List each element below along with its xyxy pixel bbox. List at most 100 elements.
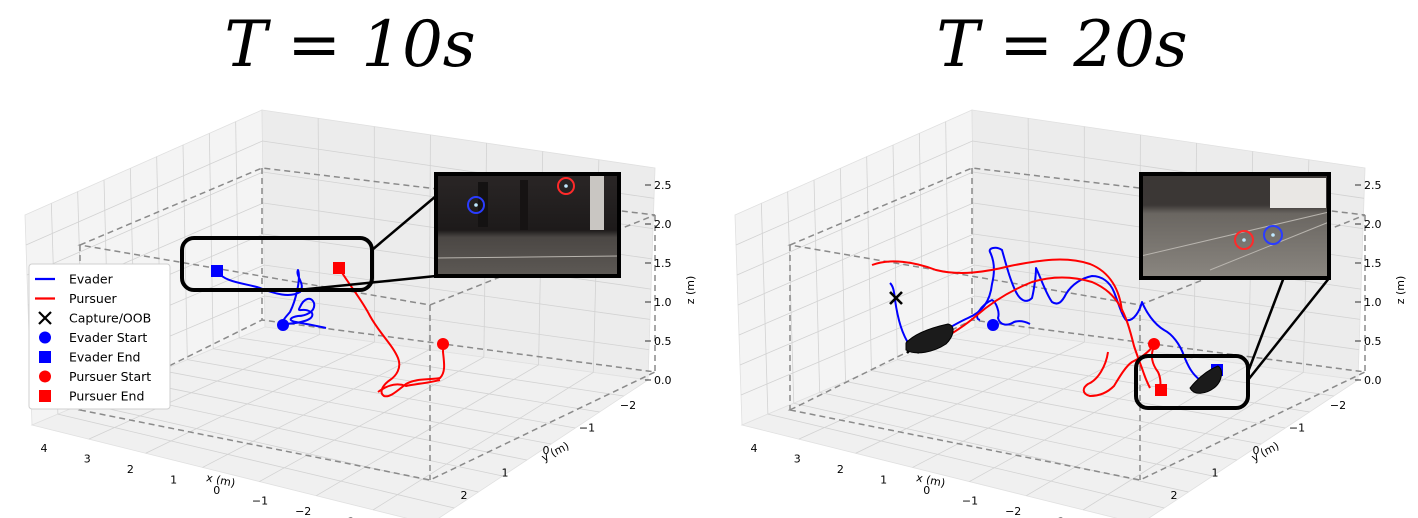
gridline [760, 203, 769, 415]
gridline [897, 359, 1286, 429]
evader-start-marker [987, 319, 999, 331]
inset-pursuer-marker [557, 177, 575, 195]
pursuer-end-marker [1155, 384, 1167, 396]
x-tick-label: 2 [127, 463, 134, 476]
chart-title: T = 10s [224, 8, 475, 82]
x-axis-label: x (m) [915, 471, 946, 490]
inset-pursuer-marker [1234, 230, 1254, 250]
legend-key-circle [39, 331, 51, 344]
gridline [1027, 118, 1031, 335]
legend-key-square [39, 351, 51, 363]
z-tick-label: 0.0 [654, 374, 672, 387]
drone-silhouette [1189, 365, 1222, 394]
x-tick-label: 2 [837, 463, 844, 476]
x-tick-label: −2 [295, 505, 311, 518]
gridline [135, 381, 527, 461]
y-tick-label: 0 [1253, 444, 1260, 457]
gridline [866, 156, 872, 371]
zoom-connector-line [1246, 276, 1286, 373]
pursuer-start-marker [1148, 338, 1160, 350]
legend: Evader Pursuer Capture/OOB Evader Start Evad… [28, 263, 171, 410]
inset-floor-line [1209, 221, 1330, 271]
legend-entry-label: Pursuer End [69, 389, 144, 404]
inset-drone-dot [1242, 238, 1246, 242]
gridline [83, 402, 479, 493]
x-axis-label: x (m) [205, 471, 236, 490]
legend-entry-label: Capture/OOB [69, 311, 151, 326]
panel-1: T = 10s 0.0 0.5 1.0 1.5 2.0 2.5 z (m) 4 3 2 1 0 −1 −2 −… [24, 8, 697, 518]
x-tick-label: 1 [170, 474, 177, 487]
z-tick-label: 1.5 [654, 257, 672, 270]
gridline [213, 348, 600, 413]
pursuer-trajectory [871, 258, 1123, 313]
legend-entry-label: Evader [69, 272, 114, 287]
gridline [145, 341, 375, 454]
x-tick-label: 3 [794, 453, 801, 466]
zoom-callout-box [180, 236, 374, 292]
x-tick-label: 0 [213, 484, 220, 497]
z-tick-label: 0.5 [1364, 335, 1382, 348]
z-tick-label: 2.0 [654, 218, 672, 231]
inset-drone-dot [474, 203, 478, 207]
gridline [161, 370, 552, 445]
y-tick-label: 2 [1171, 489, 1178, 502]
gridline [259, 356, 485, 482]
gridline [239, 337, 624, 397]
y-tick-label: −1 [1289, 422, 1305, 435]
zoom-connector-line [1247, 276, 1331, 381]
pursuer-start-marker [437, 338, 449, 350]
legend-key-cross [38, 311, 52, 325]
evader-trajectory [976, 299, 1031, 326]
pursuer-end-marker [333, 262, 345, 274]
gridline [208, 133, 214, 349]
z-axis-label: z (m) [1394, 276, 1407, 305]
y-tick-label: −2 [620, 399, 636, 412]
inset-drone-dot [1271, 233, 1275, 237]
gridline [235, 121, 240, 338]
gridline [767, 413, 1165, 509]
x-tick-label: 4 [751, 442, 758, 455]
x-tick-label: −1 [252, 495, 268, 508]
pursuer-trajectory [924, 276, 1151, 389]
x-tick-label: 3 [84, 453, 91, 466]
arena-bottom-edge [77, 319, 658, 481]
legend-entry-label: Evader End [69, 350, 140, 365]
x-tick-label: −3 [1048, 516, 1064, 518]
inset-background-detail [520, 180, 528, 230]
x-tick-label: −1 [962, 495, 978, 508]
z-tick-label: 1.0 [1364, 296, 1382, 309]
gridline [202, 349, 430, 468]
x-tick-label: 0 [923, 484, 930, 497]
inset-frame [1139, 172, 1331, 280]
gridline [798, 334, 1030, 440]
gridline [969, 356, 1195, 482]
gridline [88, 334, 320, 440]
inset-evader-marker [467, 196, 485, 214]
drone-silhouette [905, 323, 954, 354]
legend-key-circle [39, 370, 51, 383]
zoom-callout-box [1134, 354, 1250, 410]
inset-evader-marker [1263, 225, 1283, 245]
inset-floor-line [1140, 211, 1330, 257]
gridline [372, 372, 594, 511]
gridline [57, 413, 455, 509]
y-tick-label: 0 [543, 444, 550, 457]
x-tick-label: −2 [1005, 505, 1021, 518]
x-tick-label: 1 [880, 474, 887, 487]
gridline [740, 295, 1360, 396]
gridline [945, 121, 950, 338]
z-tick-label: 1.5 [1364, 257, 1382, 270]
gridline [918, 133, 924, 349]
pursuer-trajectory [1082, 343, 1155, 397]
gridline [871, 370, 1262, 445]
x-tick-label: −3 [338, 516, 354, 518]
capture-oob-marker [889, 291, 903, 305]
legend-entry-label: Pursuer [69, 291, 118, 306]
legend-entry-label: Evader Start [69, 330, 147, 345]
gridline [739, 264, 1361, 366]
panel-2: T = 20s 0.0 0.5 1.0 1.5 2.0 2.5 z (m) 4 3 2 1 0 −1 −2 −… [734, 8, 1407, 518]
evader-trajectory [216, 269, 327, 329]
z-tick-label: 2.5 [654, 179, 672, 192]
legend-box [28, 263, 171, 410]
chart-title: T = 20s [936, 8, 1187, 82]
